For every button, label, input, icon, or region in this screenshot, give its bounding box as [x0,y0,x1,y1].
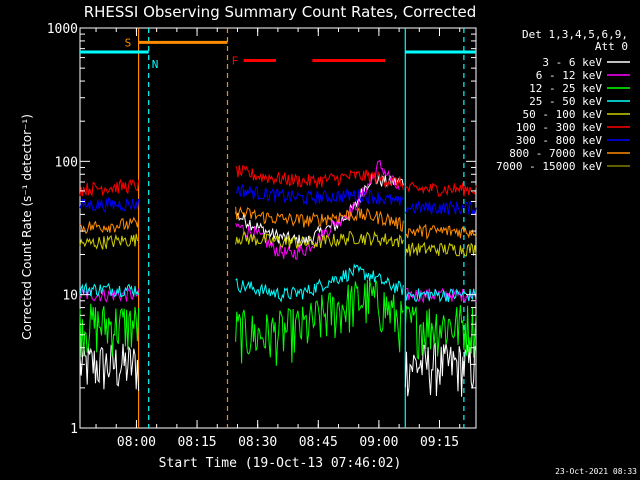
legend-label-2: 12 - 25 keV [529,82,602,95]
chart-title: RHESSI Observing Summary Count Rates, Co… [84,3,477,21]
y-tick-label-2: 100 [55,155,78,170]
legend-label-3: 25 - 50 keV [529,95,602,108]
x-tick-label-4: 09:00 [359,435,398,450]
series-line-0-2 [404,342,477,397]
x-tick-label-2: 08:30 [238,435,277,450]
date-stamp: 23-Oct-2021 08:33 [555,467,637,476]
x-axis-label: Start Time (19-Oct-13 07:46:02) [159,456,402,471]
legend-label-6: 300 - 800 keV [516,134,602,147]
series-line-6-0 [79,196,140,214]
series-line-5-1 [235,165,404,191]
y-tick-label-0: 1 [70,422,78,437]
y-tick-label-3: 1000 [47,22,78,37]
legend-label-1: 6 - 12 keV [536,69,603,82]
series-line-3-0 [79,282,140,298]
series-line-3-1 [235,263,404,303]
series-line-4-0 [79,233,139,250]
legend-label-4: 50 - 100 keV [523,108,603,121]
x-tick-label-5: 09:15 [420,435,459,450]
flag-label-s: S [125,36,132,49]
legend-header-0: Det 1,3,4,5,6,9, [522,28,628,41]
legend-label-8: 7000 - 15000 keV [496,160,602,173]
legend-label-0: 3 - 6 keV [542,56,602,69]
series-line-0-0 [79,342,140,391]
series-line-7-2 [404,223,477,240]
series-line-3-2 [404,288,477,303]
legend-header-1: Att 0 [595,40,628,53]
series-line-6-1 [235,183,404,206]
legend-label-5: 100 - 300 keV [516,121,602,134]
series-line-2-1 [235,279,404,366]
series-line-5-0 [79,178,140,197]
x-tick-label-3: 08:45 [299,435,338,450]
y-tick-label-1: 10 [62,289,78,304]
series-line-6-2 [404,200,477,215]
y-axis-label: Corrected Count Rate (s⁻¹ detector⁻¹) [20,114,34,340]
flag-label-n: N [152,58,159,71]
flag-label-f: F [232,55,239,68]
series-line-7-0 [79,216,140,235]
series-line-7-1 [235,206,404,233]
series-lines [79,159,477,397]
attenuator-flags: S N F [80,36,476,71]
region-boundary-lines [137,28,465,428]
legend-label-7: 800 - 7000 keV [509,147,602,160]
x-tick-label-1: 08:15 [177,435,216,450]
series-line-2-2 [404,305,477,360]
x-tick-label-0: 08:00 [117,435,156,450]
series-line-5-2 [405,181,477,197]
series-line-4-2 [404,241,477,257]
series-line-4-1 [235,230,404,249]
series-line-2-0 [79,303,140,358]
axis-ticks: 08:00 08:15 08:30 08:45 09:00 09:15 1 10 100 1000 [47,22,476,450]
